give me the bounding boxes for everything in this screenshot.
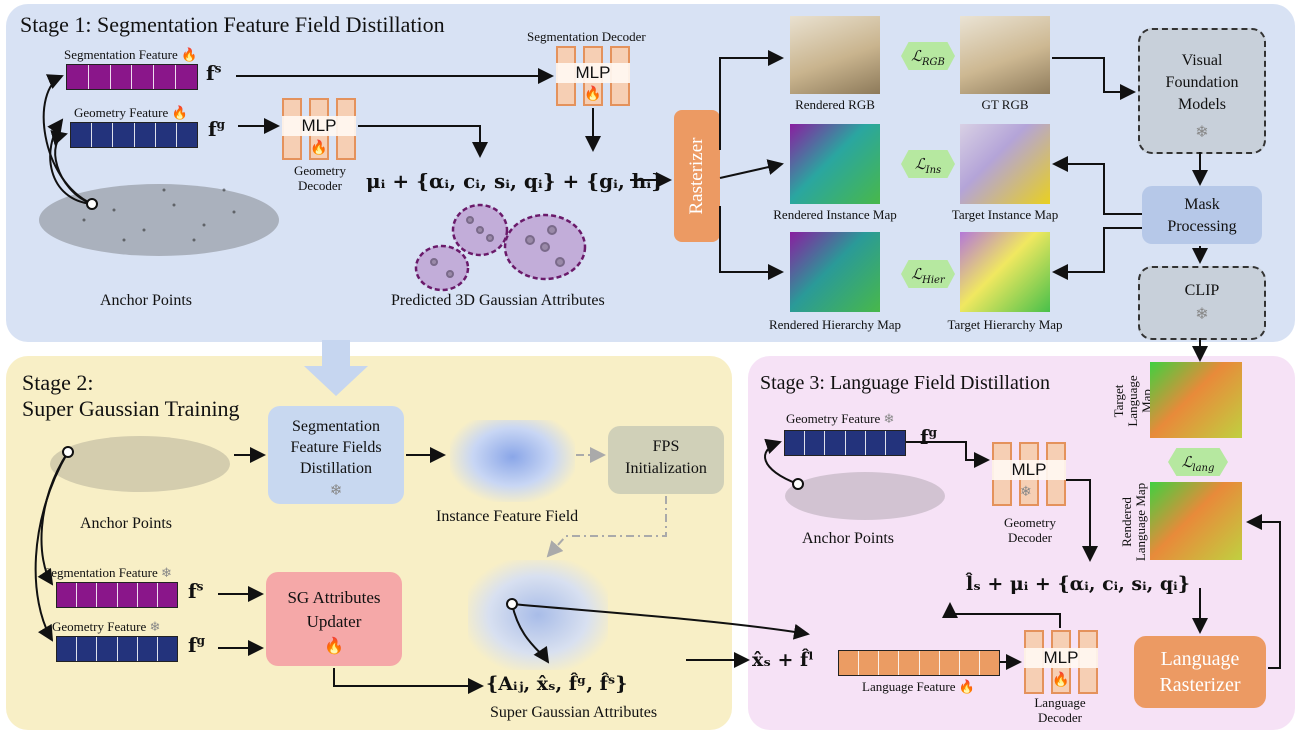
stage1-title: Stage 1: Segmentation Feature Field Dist… [20, 12, 445, 37]
stage3-fg-symbol: fg [920, 425, 937, 449]
stage2-geometry-feature-vector [56, 636, 178, 662]
stage3-geometry-decoder-mlp: MLP ❄ [992, 442, 1066, 506]
sg-attributes-updater-box: SG Attributes Updater 🔥 [266, 572, 402, 666]
sg-attributes-formula: {Aᵢⱼ, x̂ₛ, f̂ᵍ, f̂ˢ} [486, 673, 628, 695]
snowflake-icon: ❄ [329, 482, 343, 499]
stage2-segmentation-feature-vector [56, 582, 178, 608]
clip-box: CLIP ❄ [1138, 266, 1266, 340]
stage2-fs-symbol: fs [188, 579, 204, 603]
target-language-map [1150, 362, 1242, 438]
mask-processing-box: Mask Processing [1142, 186, 1262, 244]
language-rasterizer-box: Language Rasterizer [1134, 636, 1266, 708]
loss-rgb-badge: ℒRGB [901, 42, 955, 70]
flame-icon: 🔥 [1052, 673, 1070, 688]
stage2-title-line1: Stage 2: [22, 370, 94, 395]
instance-feature-field-image [450, 420, 575, 502]
anchor-point-cloud-stage2 [50, 436, 230, 492]
rendered-language-map [1150, 482, 1242, 560]
geometry-decoder-label: Geometry Decoder [294, 163, 346, 193]
snowflake-icon: ❄ [883, 411, 895, 426]
loss-ins-badge: ℒIns [901, 150, 955, 178]
segmentation-decoder-mlp: MLP 🔥 [556, 46, 630, 106]
stage3-geometry-decoder-label: Geometry Decoder [1004, 515, 1056, 545]
sg-attributes-label: Super Gaussian Attributes [490, 704, 658, 721]
language-decoder-label: Language Decoder [1034, 695, 1086, 725]
segmentation-decoder-label: Segmentation Decoder [527, 29, 646, 44]
target-instance-map [960, 124, 1050, 204]
flame-icon: 🔥 [324, 638, 344, 655]
instance-feature-field-label: Instance Feature Field [436, 508, 579, 525]
flame-icon: 🔥 [584, 87, 602, 102]
stage2-fg-symbol: fg [188, 633, 205, 657]
geometry-decoder-mlp: MLP 🔥 [282, 98, 356, 160]
loss-hier-badge: ℒHier [901, 260, 955, 288]
stage2-seg-feature-label: Segmentation Feature ❄ [44, 565, 172, 580]
flame-icon: 🔥 [310, 141, 328, 156]
target-hierarchy-map [960, 232, 1050, 312]
snowflake-icon: ❄ [1195, 306, 1209, 323]
snowflake-icon: ❄ [160, 565, 172, 580]
stage2-anchor-points-label: Anchor Points [80, 515, 172, 532]
visual-foundation-models-box: Visual Foundation Models ❄ [1138, 28, 1266, 154]
gaussian-attributes-formula: μᵢ + {αᵢ, cᵢ, sᵢ, qᵢ} + {gᵢ, hᵢ} [366, 169, 664, 193]
anchor-point-cloud [39, 184, 279, 256]
seg-feature-distillation-box: Segmentation Feature Fields Distillation… [268, 406, 404, 504]
language-decoder-mlp: MLP 🔥 [1024, 630, 1098, 694]
flame-icon: 🔥 [958, 679, 975, 694]
rendered-hierarchy-label: Rendered Hierarchy Map [768, 317, 902, 332]
fg-symbol: fg [208, 117, 225, 141]
rendered-instance-map [790, 124, 880, 204]
seg-feature-label: Segmentation Feature 🔥 [64, 47, 198, 62]
gt-rgb-image [960, 16, 1050, 94]
rendered-rgb-label: Rendered RGB [795, 97, 875, 112]
stage3-anchor-points-label: Anchor Points [802, 530, 894, 547]
stage3-title: Stage 3: Language Field Distillation [760, 372, 1050, 394]
geo-feature-label: Geometry Feature 🔥 [74, 105, 188, 120]
rendered-rgb-image [790, 16, 880, 94]
stage1-panel [6, 4, 1295, 342]
flame-icon: 🔥 [171, 105, 188, 120]
anchor-points-label: Anchor Points [100, 292, 192, 309]
rasterizer-block: Rasterizer [674, 110, 720, 242]
fps-initialization-box: FPS Initialization [608, 426, 724, 494]
language-input-formula: x̂ₛ + f̂ˡ [752, 649, 814, 671]
stage3-geo-feature-label: Geometry Feature ❄ [786, 411, 895, 426]
flame-icon: 🔥 [180, 47, 198, 62]
language-feature-label: Language Feature 🔥 [862, 679, 975, 694]
rendered-instance-label: Rendered Instance Map [773, 207, 897, 222]
stage3-formula: l̂ₛ + μᵢ + {αᵢ, cᵢ, sᵢ, qᵢ} [966, 573, 1190, 595]
snowflake-icon: ❄ [1020, 485, 1032, 500]
stage2-title-line2: Super Gaussian Training [22, 396, 240, 421]
language-feature-vector [838, 650, 1000, 676]
target-hierarchy-label: Target Hierarchy Map [947, 317, 1063, 332]
stage3-geometry-feature-vector [784, 430, 906, 456]
geometry-feature-vector [70, 122, 198, 148]
snowflake-icon: ❄ [149, 619, 161, 634]
anchor-point-cloud-stage3 [785, 472, 945, 520]
stage2-geo-feature-label: Geometry Feature ❄ [52, 619, 161, 634]
segmentation-feature-vector [66, 64, 198, 90]
predicted-attributes-label: Predicted 3D Gaussian Attributes [391, 292, 605, 309]
gt-rgb-label: GT RGB [981, 97, 1029, 112]
rendered-hierarchy-map [790, 232, 880, 312]
target-instance-label: Target Instance Map [951, 207, 1059, 222]
loss-lang-badge: ℒlang [1168, 448, 1228, 476]
snowflake-icon: ❄ [1195, 124, 1209, 141]
fs-symbol: fs [206, 61, 222, 85]
